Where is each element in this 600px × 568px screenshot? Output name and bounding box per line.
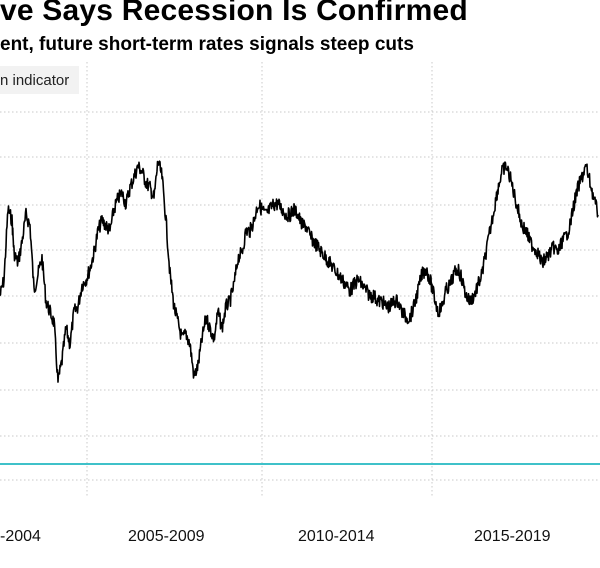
- x-axis-ticks: -2004 2005-2009 2010-2014 2015-2019: [0, 528, 551, 545]
- x-tick-label: -2004: [0, 528, 41, 545]
- legend: n indicator: [0, 66, 80, 94]
- x-tick-label: 2005-2009: [128, 528, 205, 545]
- legend-label: n indicator: [0, 71, 70, 89]
- x-tick-label: 2015-2019: [474, 528, 551, 545]
- chart-subtitle: ent, future short-term rates signals ste…: [0, 34, 414, 55]
- series-line: [0, 160, 599, 383]
- grid: [0, 62, 600, 498]
- x-tick-label: 2010-2014: [298, 528, 375, 545]
- chart-title: ve Says Recession Is Confirmed: [0, 0, 468, 27]
